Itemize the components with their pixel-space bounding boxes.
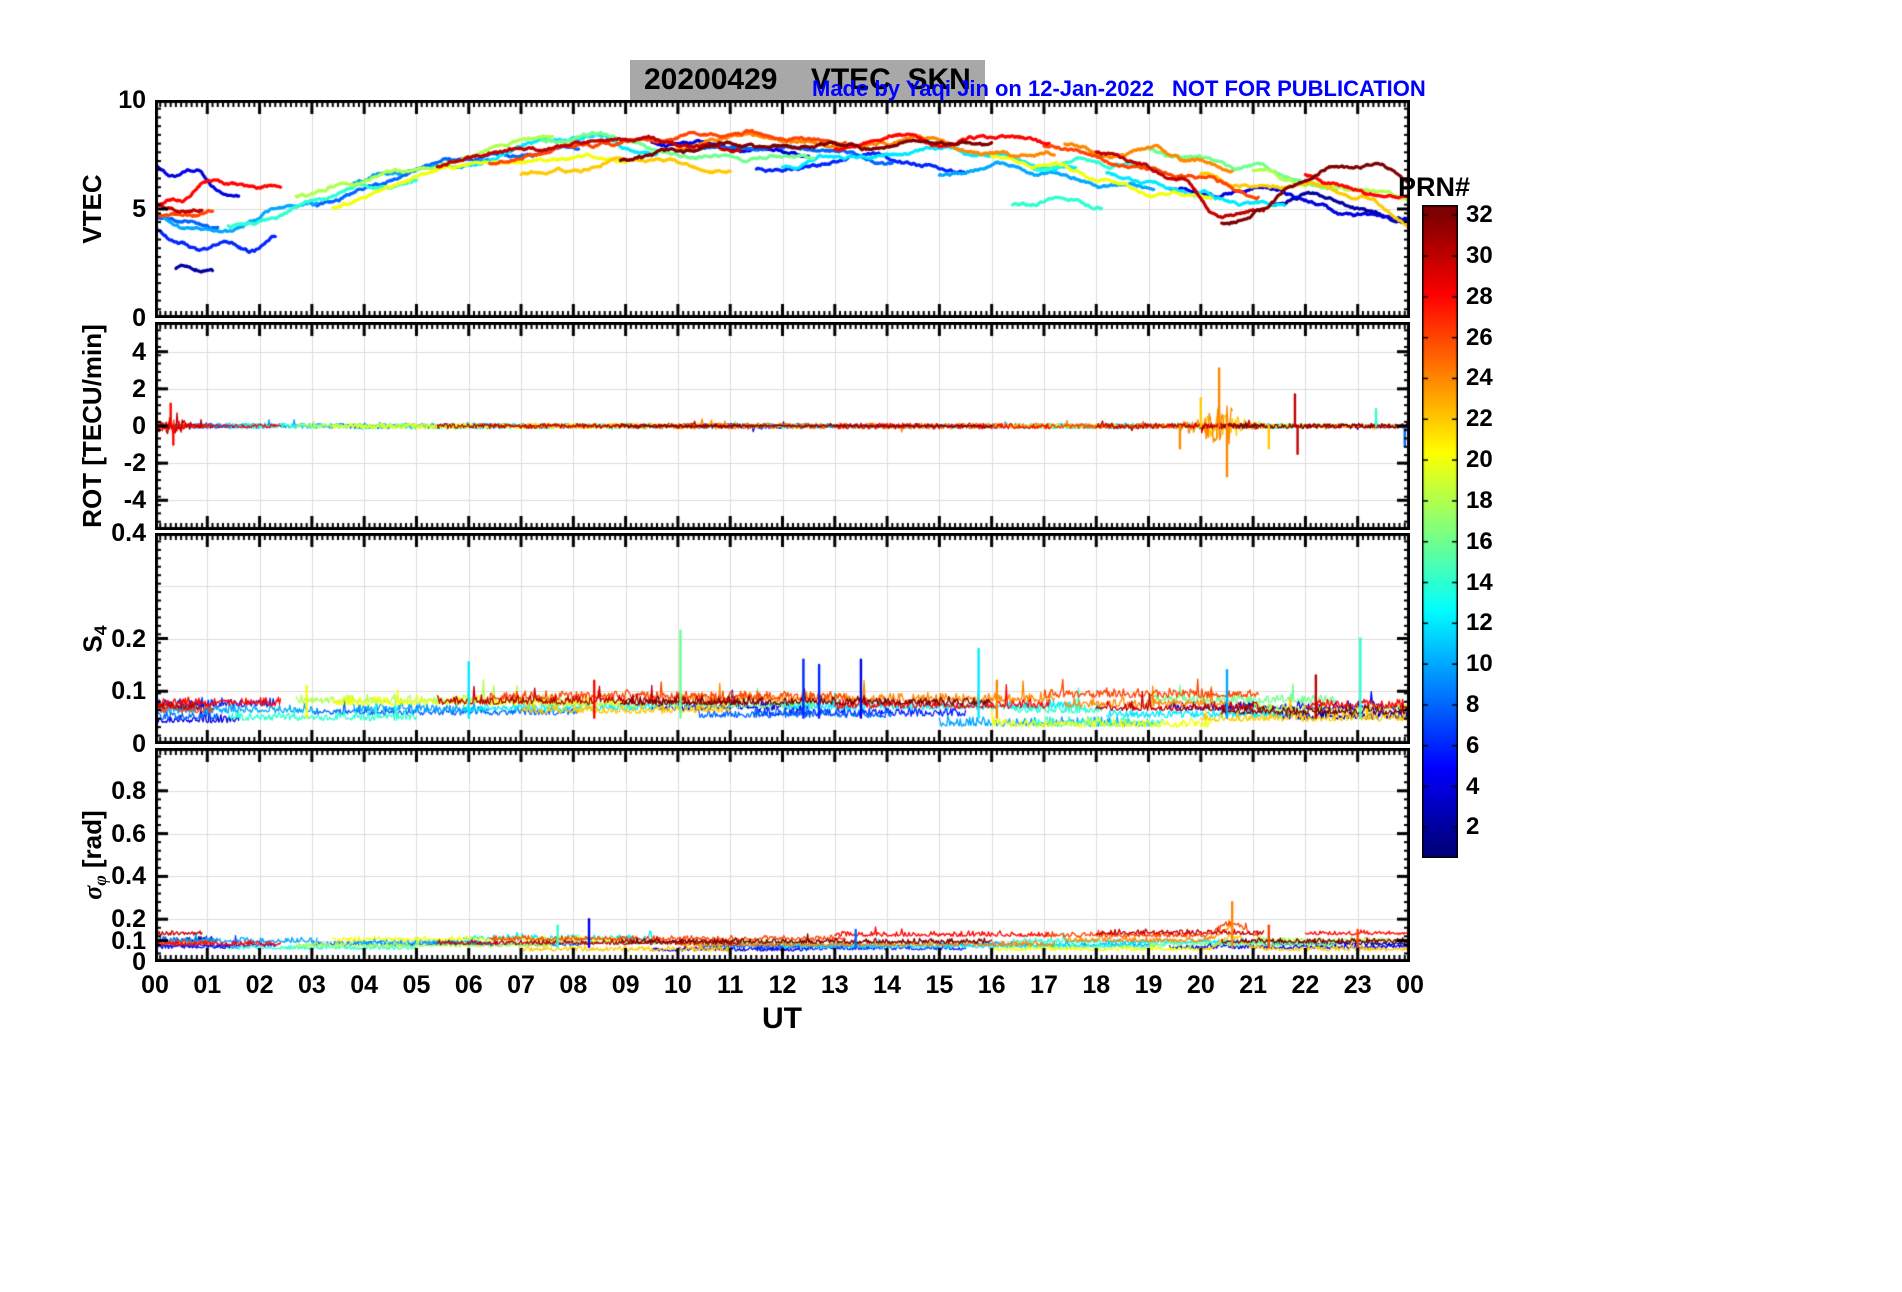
colorbar-tick-label: 2 (1466, 813, 1480, 841)
x-tick-label: 09 (611, 971, 640, 999)
y-tick-label: 0.4 (111, 519, 146, 547)
colorbar-tick-label: 16 (1466, 527, 1493, 555)
y-tick-label: 2 (132, 374, 146, 403)
y-tick-label: 0.8 (111, 776, 146, 805)
y-tick-label: 0.6 (111, 819, 146, 848)
x-tick-label: 05 (402, 971, 431, 999)
colorbar-tick-label: 28 (1466, 282, 1493, 310)
x-tick-label: 13 (820, 971, 849, 999)
colorbar-tick-label: 10 (1466, 650, 1493, 678)
y-tick-label: 0 (132, 304, 146, 332)
x-tick-label: 18 (1082, 971, 1111, 999)
colorbar-title: PRN# (1398, 172, 1471, 202)
publication-warning: NOT FOR PUBLICATION (1172, 76, 1426, 101)
colorbar-tick-label: 18 (1466, 486, 1493, 514)
y-tick-label: -4 (123, 486, 146, 515)
colorbar-tick-label: 14 (1466, 568, 1493, 596)
x-tick-label: 17 (1030, 971, 1058, 999)
s4-panel-canvas (155, 533, 1410, 744)
x-tick-label: 00 (1396, 971, 1424, 999)
y-tick-label: 0 (132, 730, 146, 758)
x-tick-label: 23 (1343, 971, 1372, 999)
x-tick-label: 07 (507, 971, 535, 999)
plot-title: 20200429 VTEC SKN (630, 60, 985, 100)
x-tick-label: 11 (716, 971, 744, 999)
y-tick-label: 0 (132, 412, 146, 440)
x-axis-title: UT (762, 1002, 802, 1035)
colorbar-tick-label: 26 (1466, 323, 1493, 351)
y-tick-label: -2 (123, 449, 146, 478)
colorbar (1422, 205, 1458, 858)
x-tick-label: 10 (664, 971, 692, 999)
x-tick-label: 21 (1239, 971, 1268, 999)
x-tick-label: 03 (297, 971, 326, 999)
y-tick-label: 0 (132, 948, 146, 976)
x-tick-label: 04 (350, 971, 379, 999)
y-tick-label: 0.1 (111, 926, 146, 955)
x-tick-label: 20 (1186, 971, 1215, 999)
colorbar-tick-label: 32 (1466, 201, 1493, 229)
colorbar-tick-label: 12 (1466, 609, 1493, 637)
x-tick-label: 14 (873, 971, 901, 999)
x-tick-label: 12 (768, 971, 797, 999)
colorbar-tick-label: 24 (1466, 364, 1493, 392)
sigma-phi-panel-canvas (155, 748, 1410, 962)
x-tick-label: 02 (245, 971, 274, 999)
colorbar-tick-label: 30 (1466, 242, 1493, 270)
colorbar-tick-label: 4 (1466, 772, 1480, 800)
x-tick-label: 01 (193, 971, 222, 999)
x-tick-label: 19 (1134, 971, 1163, 999)
colorbar-tick-label: 6 (1466, 731, 1480, 759)
x-tick-label: 22 (1291, 971, 1320, 999)
y-tick-label: 0.2 (111, 905, 146, 934)
y-tick-label: 10 (118, 86, 146, 114)
colorbar-tick-label: 20 (1466, 446, 1493, 474)
colorbar-tick-label: 22 (1466, 405, 1493, 433)
vtec-panel-canvas (155, 100, 1410, 318)
x-tick-label: 06 (454, 971, 483, 999)
credit-note: Made by Yaqi Jin on 12-Jan-2022 (812, 76, 1154, 101)
y-tick-label: 0.4 (111, 862, 146, 891)
y-tick-label: 0.2 (111, 624, 146, 653)
x-tick-label: 00 (141, 971, 169, 999)
x-tick-label: 15 (925, 971, 954, 999)
x-tick-label: 08 (559, 971, 588, 999)
x-tick-label: 16 (977, 971, 1006, 999)
colorbar-tick-label: 8 (1466, 690, 1480, 718)
rot-panel-canvas (155, 322, 1410, 530)
y-tick-label: 0.1 (111, 677, 146, 706)
y-tick-label: 4 (132, 337, 146, 366)
y-tick-label: 5 (132, 195, 146, 223)
